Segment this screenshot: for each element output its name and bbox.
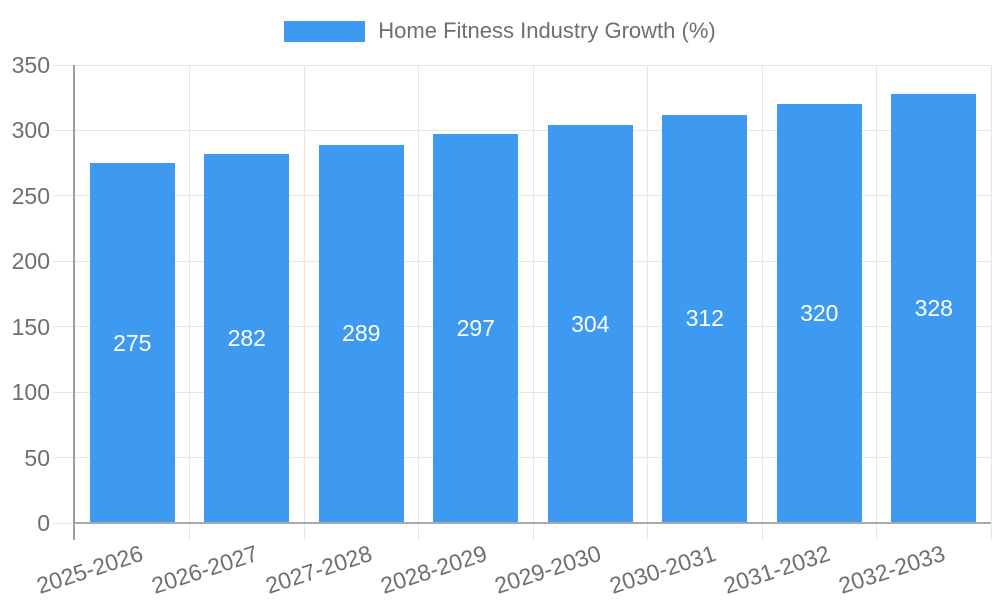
y-axis-label: 50	[24, 444, 50, 471]
bar[interactable]: 312	[662, 114, 748, 523]
legend-swatch	[284, 20, 366, 42]
bar[interactable]: 297	[433, 134, 519, 523]
vertical-gridline	[303, 65, 305, 540]
y-axis-tick	[53, 522, 75, 524]
bar-value-label: 289	[342, 320, 381, 347]
bar[interactable]: 320	[776, 104, 862, 523]
plot-area: 275 282 289 297 304 312 320 328	[53, 64, 992, 540]
y-axis-tick	[53, 457, 75, 459]
vertical-gridline	[647, 65, 648, 540]
horizontal-gridline	[75, 326, 991, 328]
horizontal-gridline	[75, 129, 991, 131]
horizontal-gridline	[75, 457, 991, 459]
bar[interactable]: 328	[891, 93, 977, 523]
vertical-gridline	[532, 65, 534, 540]
vertical-gridline	[761, 65, 763, 540]
bar[interactable]: 282	[204, 153, 290, 523]
horizontal-gridline	[75, 391, 991, 393]
horizontal-gridline	[75, 195, 991, 197]
bar[interactable]: 289	[318, 144, 404, 523]
y-axis-tick	[53, 260, 75, 262]
y-axis-label: 200	[11, 248, 50, 275]
vertical-gridline	[189, 65, 190, 540]
bar-value-label: 312	[685, 305, 724, 332]
horizontal-gridline	[75, 64, 991, 66]
bar-value-label: 328	[914, 294, 953, 321]
y-axis-tick	[53, 64, 75, 66]
legend-item[interactable]: Home Fitness Industry Growth (%)	[284, 18, 716, 44]
y-axis-label: 300	[11, 117, 50, 144]
y-axis-tick	[53, 129, 75, 131]
bar[interactable]: 304	[547, 125, 633, 523]
bar[interactable]: 275	[89, 163, 175, 523]
chart-title: Home Fitness Industry Growth (%)	[378, 18, 716, 43]
vertical-gridline	[990, 65, 992, 540]
y-axis-tick	[53, 195, 75, 197]
y-axis-label: 250	[11, 182, 50, 209]
legend: Home Fitness Industry Growth (%)	[0, 18, 1000, 44]
bar-value-label: 275	[113, 329, 152, 356]
bar-value-label: 297	[456, 315, 495, 342]
x-axis-line	[75, 522, 991, 524]
vertical-gridline	[876, 65, 877, 540]
horizontal-gridline	[75, 260, 991, 262]
y-axis-tick	[53, 391, 75, 393]
bar-value-label: 282	[227, 324, 266, 351]
bar-value-label: 304	[571, 310, 610, 337]
y-axis-label: 350	[11, 52, 50, 78]
y-axis-tick	[53, 326, 75, 328]
bar-value-label: 320	[800, 300, 839, 327]
y-axis-label: 100	[11, 379, 50, 406]
vertical-gridline	[418, 65, 419, 540]
y-axis-line	[73, 65, 75, 540]
y-axis-label: 150	[11, 313, 50, 340]
y-axis-label: 0	[37, 510, 50, 536]
